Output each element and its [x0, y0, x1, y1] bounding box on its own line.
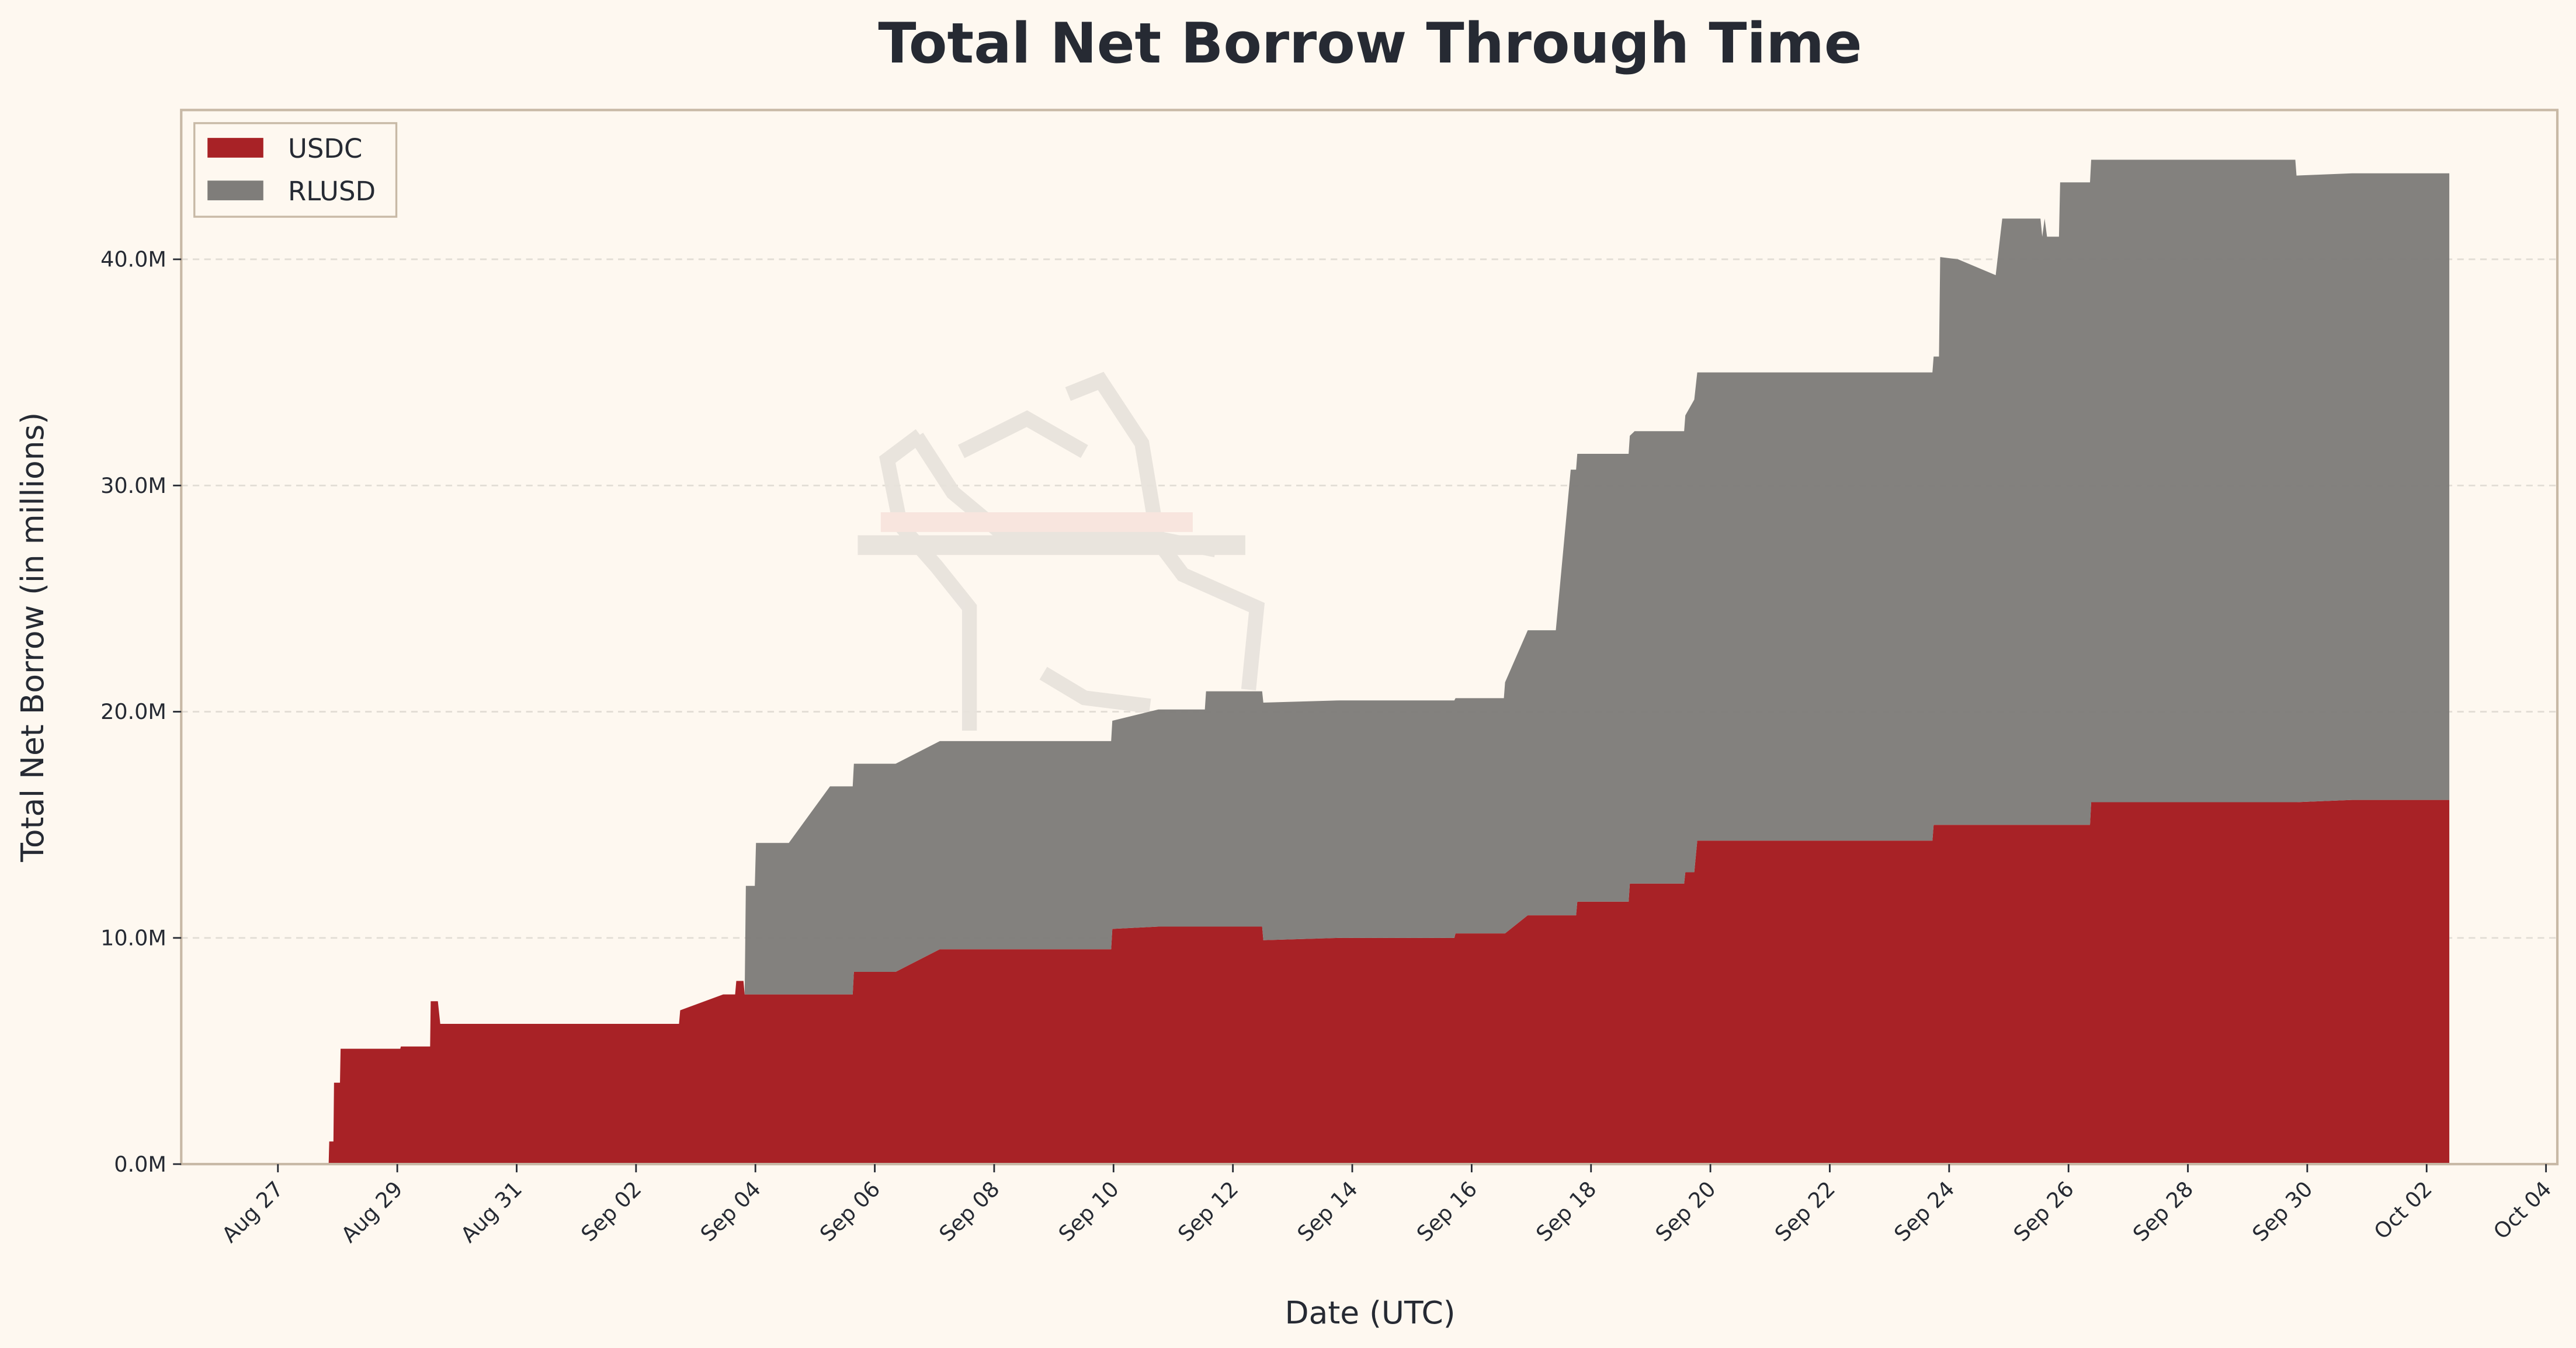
y-tick-label: 40.0M: [100, 247, 166, 272]
y-tick-label: 20.0M: [100, 699, 166, 724]
y-tick-label: 0.0M: [114, 1152, 166, 1177]
area-rlusd: [328, 159, 2450, 1165]
legend-swatch-usdc: [207, 138, 263, 158]
plot-frame: [180, 109, 2559, 1166]
watermark-brim: [857, 535, 1245, 555]
y-tick-label: 30.0M: [100, 473, 166, 498]
y-tick-label: 10.0M: [100, 926, 166, 951]
legend-swatch-rlusd: [207, 180, 263, 200]
chart-title: Total Net Borrow Through Time: [878, 11, 1862, 76]
x-axis-label: Date (UTC): [1284, 1294, 1455, 1331]
watermark-stroke: [1039, 666, 1151, 714]
legend-label-rlusd: RLUSD: [288, 176, 376, 207]
plot-areas: [328, 159, 2450, 1165]
y-axis-label: Total Net Borrow (in millions): [14, 412, 51, 863]
watermark-band: [880, 512, 1193, 532]
legend-label-usdc: USDC: [288, 133, 363, 164]
watermark-stroke: [957, 410, 1088, 458]
area-usdc: [328, 800, 2450, 1165]
y-axis: 0.0M 10.0M 20.0M 30.0M 40.0M: [100, 247, 182, 1177]
legend: USDC RLUSD: [193, 122, 398, 218]
mascot-watermark: [857, 371, 1265, 731]
